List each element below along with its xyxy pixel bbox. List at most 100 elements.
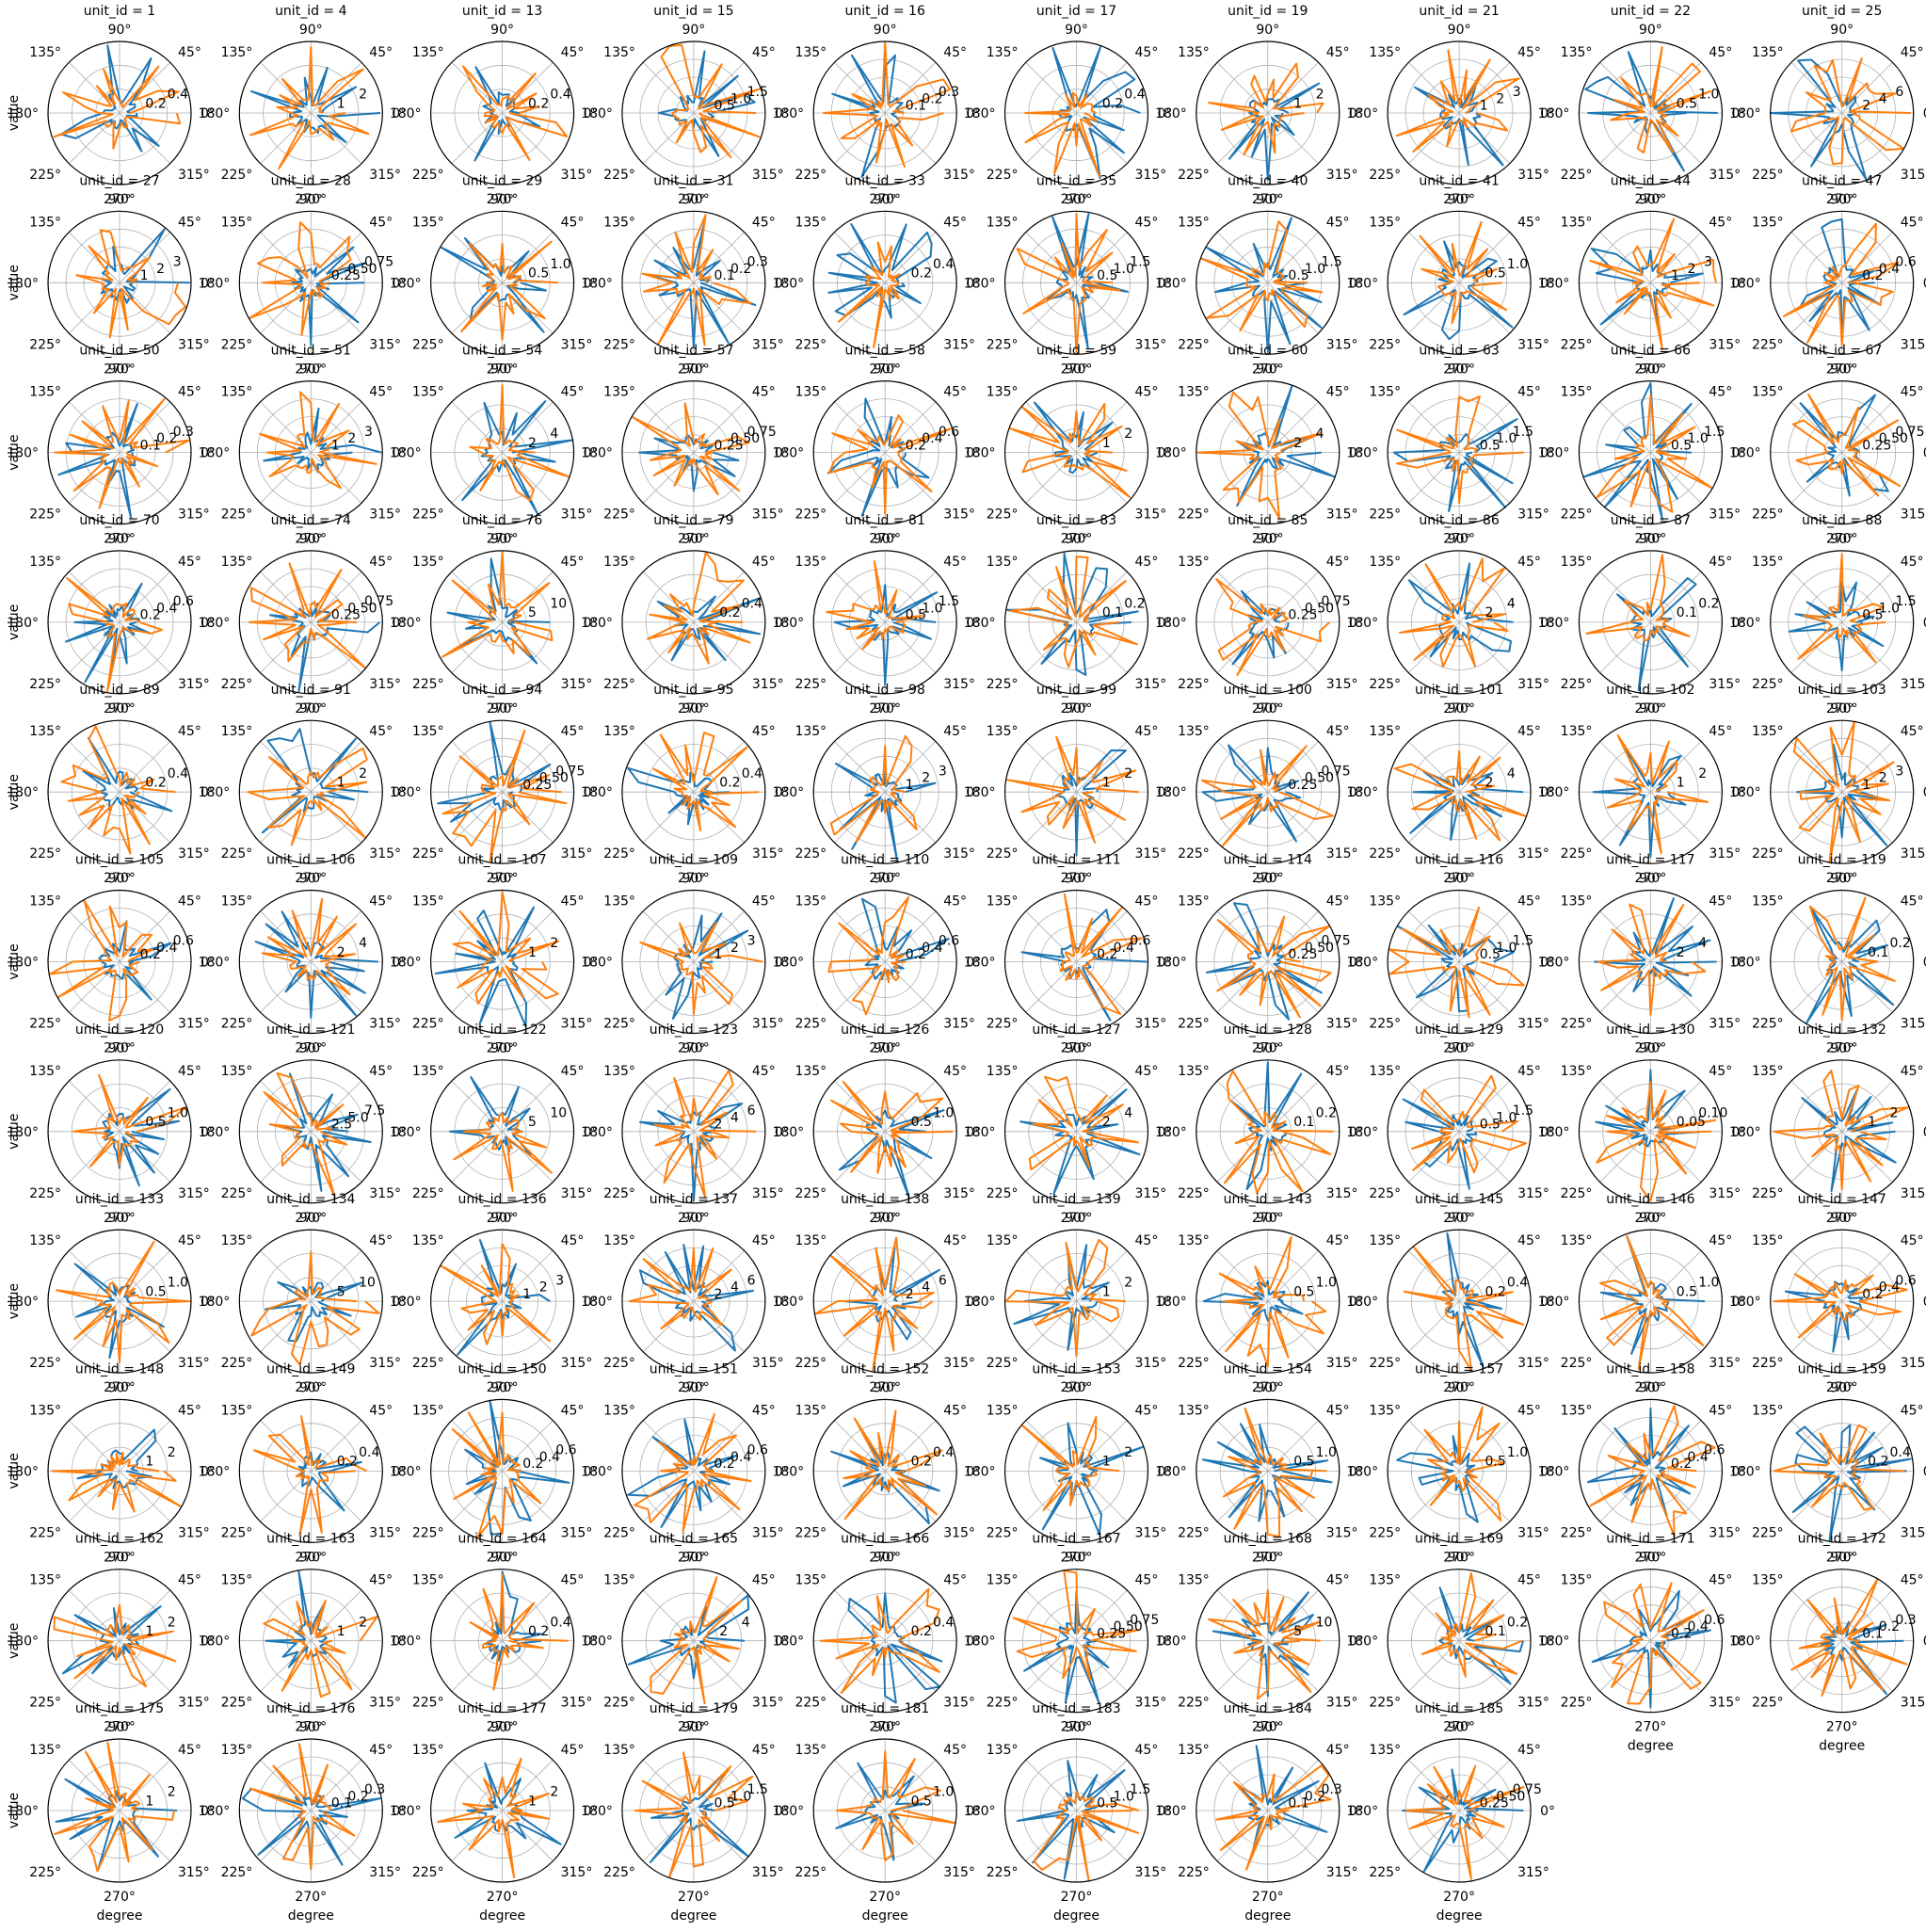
angle-tick-label: 90° (1639, 872, 1662, 887)
panel-unit-60: 240°45°90°135°180°225°270°315°unit_id = … (1155, 344, 1364, 547)
radial-tick-label: 1 (1102, 1455, 1111, 1470)
radial-tick-label: 1.5 (1513, 934, 1533, 949)
radial-tick-label: 2 (1124, 766, 1132, 781)
angle-tick-label: 0° (392, 446, 407, 461)
angle-tick-label: 0° (1731, 785, 1746, 800)
radial-tick-label: 0.50 (1305, 601, 1334, 616)
panel-unit-66: 0.51.01.50°45°90°135°180°225°270°315°uni… (1538, 344, 1747, 547)
trace-blue (1402, 1098, 1477, 1190)
trace-orange (652, 732, 760, 831)
trace-orange (54, 397, 190, 509)
angle-tick-label: 90° (490, 1720, 514, 1735)
trace-orange (1028, 1075, 1139, 1171)
radial-tick-label: 0.25 (331, 268, 361, 283)
angle-tick-label: 315° (752, 1696, 784, 1711)
panel-unit-59: 120°45°90°135°180°225°270°315°unit_id = … (964, 344, 1173, 547)
trace-blue (437, 721, 552, 823)
angle-tick-label: 135° (412, 1403, 444, 1418)
trace-blue (434, 906, 535, 1027)
angle-tick-label: 225° (1752, 1356, 1784, 1371)
angle-tick-label: 270° (1061, 1890, 1093, 1905)
radial-tick-label: 1 (1862, 778, 1870, 793)
angle-tick-label: 45° (1135, 215, 1159, 230)
radial-tick-label: 1 (337, 1624, 345, 1639)
angular-gridline (502, 282, 554, 334)
angle-tick-label: 225° (1178, 1865, 1210, 1880)
angle-tick-label: 270° (104, 701, 136, 716)
angle-tick-label: 0° (775, 106, 790, 121)
angle-tick-label: 90° (874, 192, 897, 207)
angle-tick-label: 135° (1369, 894, 1401, 910)
angle-tick-label: 135° (29, 1064, 61, 1079)
angle-tick-label: 45° (1135, 45, 1159, 60)
angle-tick-label: 270° (487, 1211, 519, 1226)
angle-tick-label: 45° (1901, 1064, 1924, 1079)
radial-tick-label: 3 (1895, 764, 1903, 779)
angle-tick-label: 180° (964, 956, 996, 971)
polar-spine (1770, 550, 1915, 695)
angle-tick-label: 180° (7, 956, 39, 971)
angle-tick-label: 225° (603, 1017, 635, 1032)
trace-orange (1012, 1569, 1141, 1682)
panel-title: unit_id = 74 (271, 513, 351, 528)
angle-tick-label: 315° (1709, 1525, 1741, 1540)
radial-tick-label: 3 (173, 255, 182, 270)
panel-title: unit_id = 40 (1228, 173, 1308, 188)
panel-unit-107: 120°45°90°135°180°225°270°315°unit_id = … (390, 853, 599, 1056)
angular-gridline (311, 1300, 362, 1353)
angle-tick-label: 180° (1729, 446, 1761, 461)
angle-tick-label: 0° (1349, 956, 1364, 971)
radial-tick-label: 0.1 (1868, 945, 1888, 960)
angle-tick-label: 270° (1635, 1550, 1667, 1565)
panel-unit-138: 2 4 60°45°90°135°180°225°270°315°unit_id =… (772, 1192, 981, 1395)
angle-tick-label: 135° (1178, 45, 1210, 60)
radial-tick-label: 1 (140, 268, 149, 283)
angle-tick-label: 225° (29, 846, 61, 861)
angle-tick-label: 315° (1326, 1525, 1358, 1540)
angle-tick-label: 180° (199, 1804, 231, 1819)
radial-tick-label: 0.2 (1671, 1457, 1692, 1472)
angle-tick-label: 225° (1752, 507, 1784, 523)
angular-gridline (642, 621, 695, 673)
trace-orange (1200, 745, 1334, 847)
angle-tick-label: 0° (584, 1464, 599, 1479)
angle-tick-label: 225° (1752, 168, 1784, 183)
trace-orange (814, 1236, 935, 1372)
angle-tick-label: 45° (178, 555, 201, 570)
angle-tick-label: 135° (1369, 724, 1401, 739)
angle-tick-label: 135° (987, 215, 1019, 230)
angle-tick-label: 135° (412, 215, 444, 230)
angle-tick-label: 135° (1178, 385, 1210, 400)
trace-orange (451, 1411, 542, 1538)
angle-tick-label: 135° (1752, 215, 1784, 230)
angle-tick-label: 270° (678, 1720, 710, 1735)
angle-tick-label: 315° (943, 1525, 975, 1540)
panel-title: unit_id = 126 (841, 1022, 929, 1038)
angle-tick-label: 225° (794, 337, 827, 352)
angle-tick-label: 135° (1752, 1233, 1784, 1248)
polar-spine (429, 1569, 575, 1714)
angle-tick-label: 90° (682, 192, 705, 207)
angle-tick-label: 180° (390, 446, 422, 461)
angle-tick-label: 90° (490, 872, 514, 887)
angle-tick-label: 0° (1923, 1125, 1926, 1140)
radial-tick-label: 1.0 (1496, 431, 1517, 446)
radial-tick-label: 5.0 (347, 1110, 368, 1125)
angle-tick-label: 315° (1901, 846, 1926, 861)
angle-tick-label: 0° (1923, 785, 1926, 800)
angle-tick-label: 225° (1178, 846, 1210, 861)
radial-tick-label: 3 (1704, 255, 1712, 270)
angle-tick-label: 135° (1369, 385, 1401, 400)
radial-tick-label: 0.2 (528, 96, 549, 111)
angular-gridline (119, 452, 170, 504)
angle-tick-label: 225° (221, 168, 253, 183)
angle-tick-label: 135° (794, 1233, 827, 1248)
angle-tick-label: 0° (775, 1804, 790, 1819)
angle-tick-label: 45° (1709, 724, 1732, 739)
radial-tick-label: 0.6 (939, 425, 959, 440)
trace-blue (1396, 1435, 1479, 1523)
angular-gridline (69, 791, 120, 844)
radial-tick-label: 1.0 (1688, 431, 1709, 446)
angle-tick-label: 180° (581, 106, 613, 121)
